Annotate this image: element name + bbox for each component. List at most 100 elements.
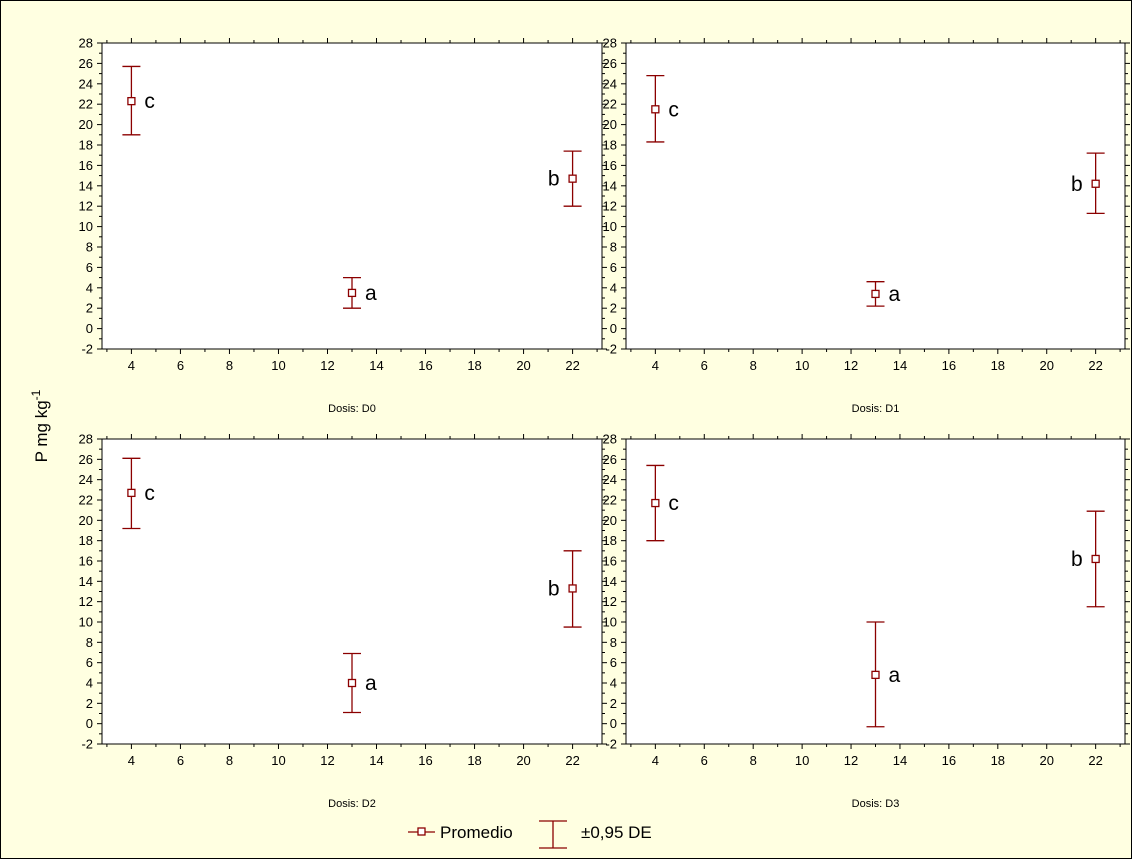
y-tick-label: 26: [79, 452, 93, 467]
x-tick-label: 12: [844, 753, 858, 768]
x-tick-label: 14: [893, 753, 907, 768]
x-tick-label: 10: [795, 358, 809, 373]
y-tick-label: -2: [605, 342, 617, 357]
x-tick-label: 6: [701, 753, 708, 768]
y-tick-label: 4: [610, 280, 617, 295]
y-tick-label: 14: [603, 178, 617, 193]
x-tick-label: 6: [177, 358, 184, 373]
y-tick-label: 26: [603, 56, 617, 71]
y-tick-label: 2: [610, 301, 617, 316]
group-letter: c: [144, 482, 155, 505]
y-tick-label: 14: [79, 178, 93, 193]
x-tick-label: 12: [844, 358, 858, 373]
y-axis-label: P mg kg-1: [29, 389, 51, 462]
x-tick-label: 8: [750, 358, 757, 373]
y-axis-label-text: P mg kg: [32, 400, 51, 462]
x-tick-label: 10: [271, 753, 285, 768]
x-tick-label: 6: [701, 358, 708, 373]
legend-range-symbol: [539, 820, 567, 849]
x-tick-label: 10: [271, 358, 285, 373]
y-tick-label: 0: [610, 321, 617, 336]
mean-marker: [568, 174, 577, 183]
x-tick-label: 22: [1088, 753, 1102, 768]
y-tick-label: 4: [86, 676, 93, 691]
panel-subtitle: Dosis: D3: [852, 798, 900, 810]
x-tick-label: 20: [1039, 753, 1053, 768]
x-tick-label: 8: [226, 753, 233, 768]
y-tick-label: 8: [610, 635, 617, 650]
legend-mean-label: Promedio: [440, 823, 513, 842]
y-tick-label: 24: [79, 472, 93, 487]
x-tick-label: 20: [516, 358, 530, 373]
y-tick-label: 6: [610, 655, 617, 670]
x-tick-label: 4: [652, 358, 659, 373]
y-tick-label: 0: [86, 716, 93, 731]
y-tick-label: 2: [86, 696, 93, 711]
y-tick-label: 10: [79, 219, 93, 234]
y-tick-label: 22: [79, 97, 93, 112]
y-tick-label: 12: [603, 199, 617, 214]
y-tick-label: 24: [79, 76, 93, 91]
x-tick-label: 16: [942, 753, 956, 768]
group-letter: b: [548, 168, 560, 191]
x-tick-label: 22: [1088, 358, 1102, 373]
mean-marker: [127, 96, 136, 106]
mean-marker: [347, 678, 357, 688]
y-tick-label: 16: [79, 554, 93, 569]
x-tick-label: 16: [418, 753, 432, 768]
legend-range-label: ±0,95 DE: [581, 823, 652, 842]
y-tick-label: 4: [86, 280, 93, 295]
y-tick-label: -2: [81, 342, 93, 357]
y-tick-label: 28: [79, 36, 93, 51]
y-tick-label: 2: [86, 301, 93, 316]
x-tick-label: 22: [565, 358, 579, 373]
y-tick-label: 12: [79, 199, 93, 214]
y-tick-label: 16: [603, 554, 617, 569]
y-tick-label: 0: [86, 321, 93, 336]
y-tick-label: 8: [86, 635, 93, 650]
x-tick-label: 12: [320, 358, 334, 373]
legend-mean-marker: [417, 827, 426, 836]
y-tick-label: 20: [79, 513, 93, 528]
y-tick-label: 4: [610, 676, 617, 691]
y-tick-label: 20: [603, 513, 617, 528]
y-tick-label: 6: [86, 260, 93, 275]
y-tick-label: 24: [603, 76, 617, 91]
y-tick-label: 6: [610, 260, 617, 275]
group-letter: b: [1071, 548, 1083, 571]
y-tick-label: 12: [79, 594, 93, 609]
mean-marker: [871, 670, 880, 680]
group-letter: a: [365, 672, 377, 695]
x-tick-label: 4: [652, 753, 659, 768]
y-tick-label: 18: [79, 138, 93, 153]
y-tick-label: 20: [603, 117, 617, 132]
group-letter: b: [1071, 173, 1083, 196]
group-letter: c: [668, 492, 679, 515]
y-tick-label: 8: [86, 240, 93, 255]
y-tick-label: 18: [603, 533, 617, 548]
legend: Promedio ±0,95 DE: [408, 820, 652, 849]
group-letter: a: [889, 664, 901, 687]
x-tick-label: 16: [418, 358, 432, 373]
group-letter: b: [548, 577, 560, 600]
x-tick-label: 18: [991, 358, 1005, 373]
x-tick-label: 10: [795, 753, 809, 768]
x-tick-label: 14: [893, 358, 907, 373]
y-tick-label: 24: [603, 472, 617, 487]
x-tick-label: 12: [320, 753, 334, 768]
y-tick-label: 6: [86, 655, 93, 670]
y-tick-label: 28: [603, 432, 617, 447]
x-tick-label: 6: [177, 753, 184, 768]
y-tick-label: 28: [603, 36, 617, 51]
y-tick-label: 8: [610, 240, 617, 255]
y-tick-label: 26: [79, 56, 93, 71]
mean-marker: [651, 498, 660, 508]
x-tick-label: 18: [991, 753, 1005, 768]
x-tick-label: 14: [369, 358, 383, 373]
mean-marker: [651, 105, 660, 114]
y-tick-label: -2: [81, 737, 93, 752]
